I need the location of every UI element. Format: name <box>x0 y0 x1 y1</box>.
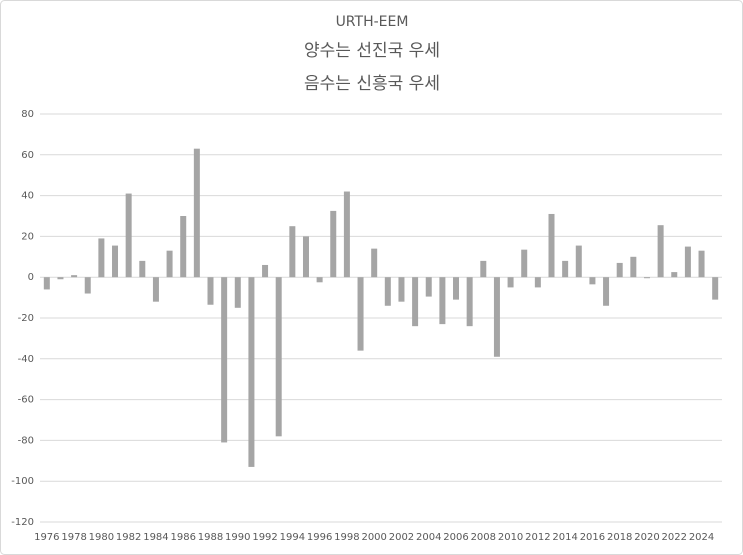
chart-title: URTH-EEM <box>336 14 409 30</box>
bar <box>57 277 64 280</box>
bar <box>425 277 432 297</box>
x-tick-label: 1992 <box>252 532 277 543</box>
y-tick-label: -40 <box>18 354 34 365</box>
bar <box>507 277 514 288</box>
x-tick-label: 2006 <box>443 532 468 543</box>
bar <box>575 245 582 278</box>
bar <box>262 264 269 278</box>
bar <box>480 260 487 278</box>
x-tick-label: 2012 <box>525 532 550 543</box>
bar <box>125 193 132 278</box>
x-tick-label: 2008 <box>471 532 496 543</box>
x-tick-label: 1982 <box>116 532 141 543</box>
bar <box>698 250 705 278</box>
y-tick-label: 20 <box>21 231 34 242</box>
bar <box>330 210 337 278</box>
bar <box>657 225 664 278</box>
x-tick-label: 1976 <box>34 532 59 543</box>
chart-subtitle: 양수는 선진국 우세 <box>304 41 440 61</box>
x-tick-label: 1996 <box>307 532 332 543</box>
x-tick-label: 1988 <box>198 532 223 543</box>
y-tick-label: 80 <box>21 109 34 120</box>
bar <box>357 277 364 351</box>
bar <box>603 277 610 306</box>
bar <box>439 277 446 325</box>
bar <box>453 277 460 300</box>
y-tick-label: -80 <box>18 435 34 446</box>
x-tick-label: 1980 <box>89 532 114 543</box>
bar <box>152 277 159 302</box>
bar <box>84 277 91 294</box>
bar <box>548 213 555 278</box>
bar <box>643 277 650 279</box>
x-tick-label: 2022 <box>662 532 687 543</box>
x-tick-label: 2020 <box>634 532 659 543</box>
x-tick-label: 1990 <box>225 532 250 543</box>
y-tick-label: -60 <box>18 395 34 406</box>
bar <box>343 191 350 278</box>
x-tick-label: 2016 <box>580 532 605 543</box>
x-tick-label: 1984 <box>143 532 168 543</box>
bar <box>521 249 528 278</box>
bar <box>248 277 255 467</box>
x-tick-label: 1978 <box>61 532 86 543</box>
bar <box>98 238 105 278</box>
y-tick-label: -120 <box>11 517 34 528</box>
x-tick-label: 2004 <box>416 532 441 543</box>
bar <box>384 277 391 306</box>
chart-subtitle: 음수는 신흥국 우세 <box>304 74 440 94</box>
y-tick-label: 0 <box>28 272 34 283</box>
y-tick-label: 60 <box>21 150 34 161</box>
x-tick-label: 2018 <box>607 532 632 543</box>
bar <box>630 256 637 278</box>
bar <box>289 226 296 278</box>
bar <box>207 277 214 305</box>
x-tick-label: 2010 <box>498 532 523 543</box>
bar <box>166 250 173 278</box>
bar <box>71 275 78 278</box>
y-tick-label: -20 <box>18 313 34 324</box>
bar <box>712 277 719 300</box>
bar <box>412 277 419 327</box>
bar <box>534 277 541 288</box>
bar <box>493 277 500 357</box>
bar <box>221 277 228 443</box>
x-tick-label: 1986 <box>170 532 195 543</box>
bar <box>616 262 623 278</box>
bar <box>112 245 119 278</box>
bar <box>43 277 50 290</box>
x-tick-label: 2000 <box>361 532 386 543</box>
bar <box>302 236 309 278</box>
bar <box>398 277 405 302</box>
bar <box>562 260 569 278</box>
bar <box>193 148 200 278</box>
bar <box>684 246 691 278</box>
bar <box>316 277 323 283</box>
bar <box>180 216 187 278</box>
x-tick-label: 1998 <box>334 532 359 543</box>
y-tick-label: 40 <box>21 191 34 202</box>
bar <box>371 248 378 278</box>
bar <box>466 277 473 327</box>
bar <box>139 260 146 278</box>
x-tick-label: 2024 <box>689 532 714 543</box>
y-tick-label: -100 <box>11 476 34 487</box>
bar <box>589 277 596 285</box>
bar <box>275 277 282 437</box>
x-tick-label: 2002 <box>389 532 414 543</box>
x-tick-label: 1994 <box>280 532 305 543</box>
bar <box>671 272 678 278</box>
x-tick-label: 2014 <box>552 532 577 543</box>
bar <box>234 277 241 308</box>
